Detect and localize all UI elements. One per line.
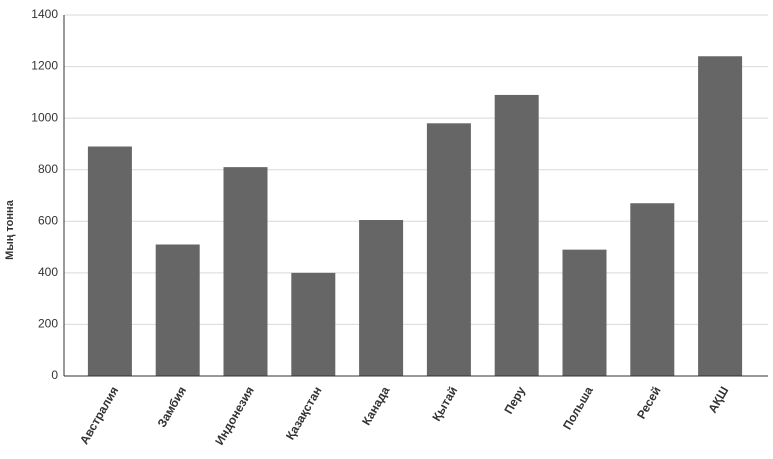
bar bbox=[223, 167, 268, 376]
bar bbox=[494, 94, 539, 376]
x-tick-label: Ресей bbox=[634, 384, 664, 421]
x-tick-label: Қытай bbox=[429, 384, 460, 423]
y-axis-label: Мың тонна bbox=[4, 199, 16, 260]
y-tick-label: 600 bbox=[38, 213, 58, 227]
x-tick-label: Перу bbox=[501, 384, 528, 417]
x-tick-label: Индонезия bbox=[212, 384, 257, 447]
x-tick-label: Польша bbox=[560, 384, 596, 432]
bar bbox=[630, 203, 675, 376]
x-tick-label: Австралия bbox=[77, 384, 121, 447]
x-tick-label: АҚШ bbox=[705, 384, 731, 415]
y-tick-label: 200 bbox=[38, 317, 58, 331]
bar bbox=[562, 249, 607, 376]
y-tick-label: 0 bbox=[51, 368, 58, 382]
bar bbox=[426, 123, 471, 376]
y-tick-label: 1400 bbox=[31, 7, 58, 21]
x-tick-label: Канада bbox=[359, 384, 392, 428]
bar bbox=[698, 56, 743, 376]
y-tick-label: 1000 bbox=[31, 110, 58, 124]
bar bbox=[359, 219, 404, 376]
x-tick-label: Қазақстан bbox=[283, 384, 325, 442]
y-tick-label: 1200 bbox=[31, 59, 58, 73]
bar bbox=[291, 272, 336, 376]
y-tick-label: 400 bbox=[38, 265, 58, 279]
x-tick-label: Замбия bbox=[155, 384, 189, 430]
bar bbox=[155, 244, 200, 376]
y-tick-label: 800 bbox=[38, 162, 58, 176]
bar bbox=[87, 146, 132, 376]
